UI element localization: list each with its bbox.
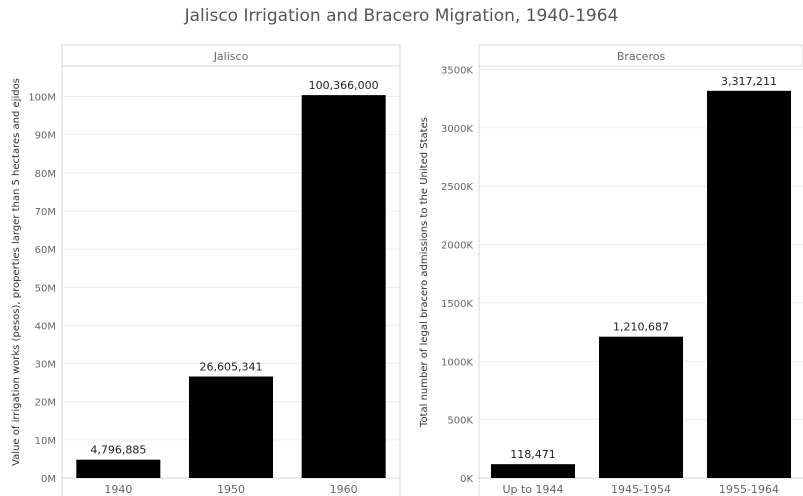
panel2-ytick-label: 1000K bbox=[441, 357, 473, 368]
panel2-ytick-label: 2000K bbox=[441, 241, 473, 252]
panel2-data-label: 118,471 bbox=[510, 448, 556, 461]
panel1-data-label: 4,796,885 bbox=[90, 444, 146, 457]
panel1-data-label: 26,605,341 bbox=[200, 361, 263, 374]
panel2-ytick-label: 1500K bbox=[441, 299, 473, 310]
panel1-ytick-label: 30M bbox=[35, 360, 56, 371]
panel1-ytick-label: 90M bbox=[35, 131, 56, 142]
panel1-ytick-label: 10M bbox=[35, 436, 56, 447]
panel2-xtick-label: 1955-1964 bbox=[719, 483, 779, 496]
panel1-ytick-label: 80M bbox=[35, 169, 56, 180]
panel2-bar bbox=[599, 336, 683, 478]
chart-title: Jalisco Irrigation and Bracero Migration… bbox=[184, 6, 619, 26]
panel1-ytick-label: 50M bbox=[35, 283, 56, 294]
panel1-ytick-label: 100M bbox=[28, 93, 56, 104]
panel1-ytick-label: 0M bbox=[41, 474, 56, 485]
panel2-ytick-label: 3000K bbox=[441, 124, 473, 135]
panel2-ytick-label: 2500K bbox=[441, 182, 473, 193]
panel1-bar bbox=[76, 459, 161, 478]
panel2-header bbox=[478, 44, 803, 67]
panel1-ytick-label: 20M bbox=[35, 398, 56, 409]
panel1-title: Jalisco bbox=[213, 50, 249, 63]
panel1-ytick-label: 60M bbox=[35, 245, 56, 256]
panel2-ylabel: Total number of legal bracero admissions… bbox=[419, 117, 430, 428]
panel2-title: Braceros bbox=[617, 50, 666, 63]
panel2-bar bbox=[491, 464, 575, 478]
panel2-ytick-label: 0K bbox=[460, 474, 473, 485]
panel1-bar bbox=[189, 376, 273, 478]
panel1-xtick-label: 1950 bbox=[217, 483, 245, 496]
panel2-ytick-label: 500K bbox=[447, 416, 473, 427]
panel1-xtick-label: 1940 bbox=[104, 483, 132, 496]
panel2-data-label: 3,317,211 bbox=[721, 75, 777, 88]
panel2-ytick-label: 3500K bbox=[441, 66, 473, 77]
panel1-data-label: 100,366,000 bbox=[309, 79, 379, 92]
panel1-ytick-label: 40M bbox=[35, 321, 56, 332]
panel2-bar bbox=[707, 90, 791, 479]
panel2-data-label: 1,210,687 bbox=[613, 321, 669, 334]
panel2-xtick-label: Up to 1944 bbox=[502, 483, 563, 496]
panel2-xtick-label: 1945-1954 bbox=[611, 483, 671, 496]
panel1-bar bbox=[301, 95, 386, 478]
panel1-ytick-label: 70M bbox=[35, 207, 56, 218]
panel1-ylabel: Value of irrigation works (pesos), prope… bbox=[11, 78, 22, 466]
panel1-xtick-label: 1960 bbox=[330, 483, 358, 496]
